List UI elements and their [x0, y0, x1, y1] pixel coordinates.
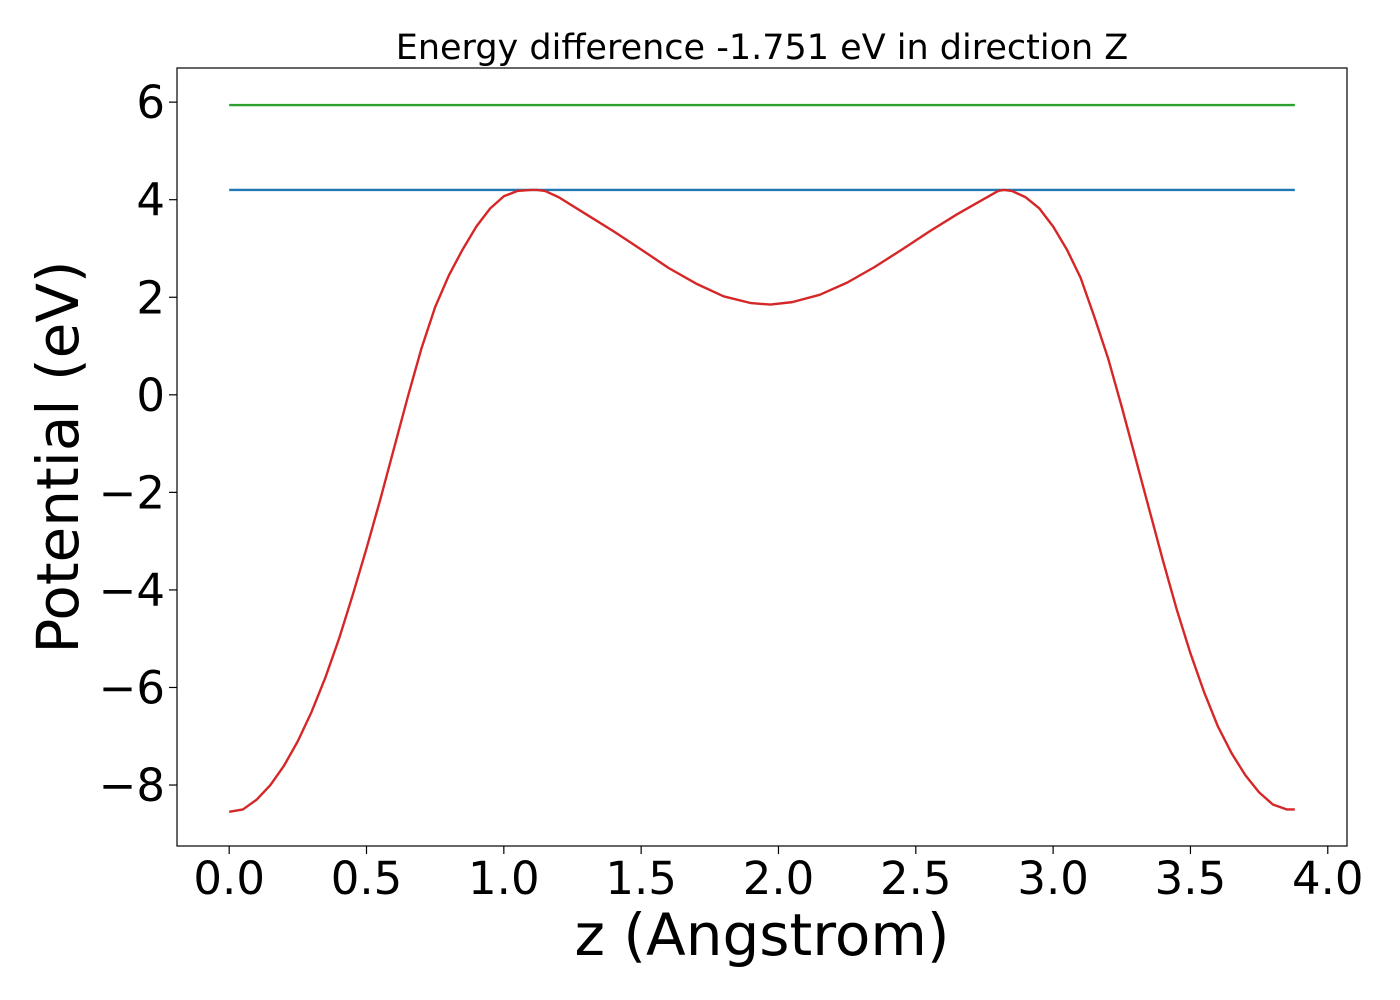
- plot-layer: [228, 103, 1295, 814]
- x-tick-label: 3.0: [1017, 852, 1089, 905]
- x-tick-label: 2.0: [743, 852, 815, 905]
- y-tick-label: −2: [99, 466, 165, 519]
- y-tick-label: −6: [99, 661, 165, 714]
- y-tick-label: 2: [136, 271, 165, 324]
- series-line-2: [228, 188, 1295, 814]
- y-tick-label: −4: [99, 564, 165, 617]
- chart-title: Energy difference -1.751 eV in direction…: [396, 28, 1129, 68]
- y-axis-label: Potential (eV): [24, 260, 92, 653]
- plot-area-frame: [176, 67, 1348, 847]
- y-tick-label: 6: [136, 76, 165, 129]
- y-tick-label: 4: [136, 174, 165, 227]
- x-axis: 0.0 0.5 1.0 1.5 2.0 2.5 3.0 3.5 4.0: [193, 846, 1364, 905]
- x-tick-label: 1.0: [468, 852, 540, 905]
- y-tick-label: −8: [99, 759, 165, 812]
- x-tick-label: 3.5: [1155, 852, 1227, 905]
- x-tick-label: 1.5: [605, 852, 677, 905]
- y-axis: −8 −6 −4 −2 0 2 4 6: [99, 76, 177, 812]
- x-tick-label: 0.0: [193, 852, 265, 905]
- y-tick-label: 0: [136, 369, 165, 422]
- x-tick-label: 2.5: [880, 852, 952, 905]
- x-tick-label: 0.5: [331, 852, 403, 905]
- x-tick-label: 4.0: [1292, 852, 1364, 905]
- x-axis-label: z (Angstrom): [575, 901, 950, 969]
